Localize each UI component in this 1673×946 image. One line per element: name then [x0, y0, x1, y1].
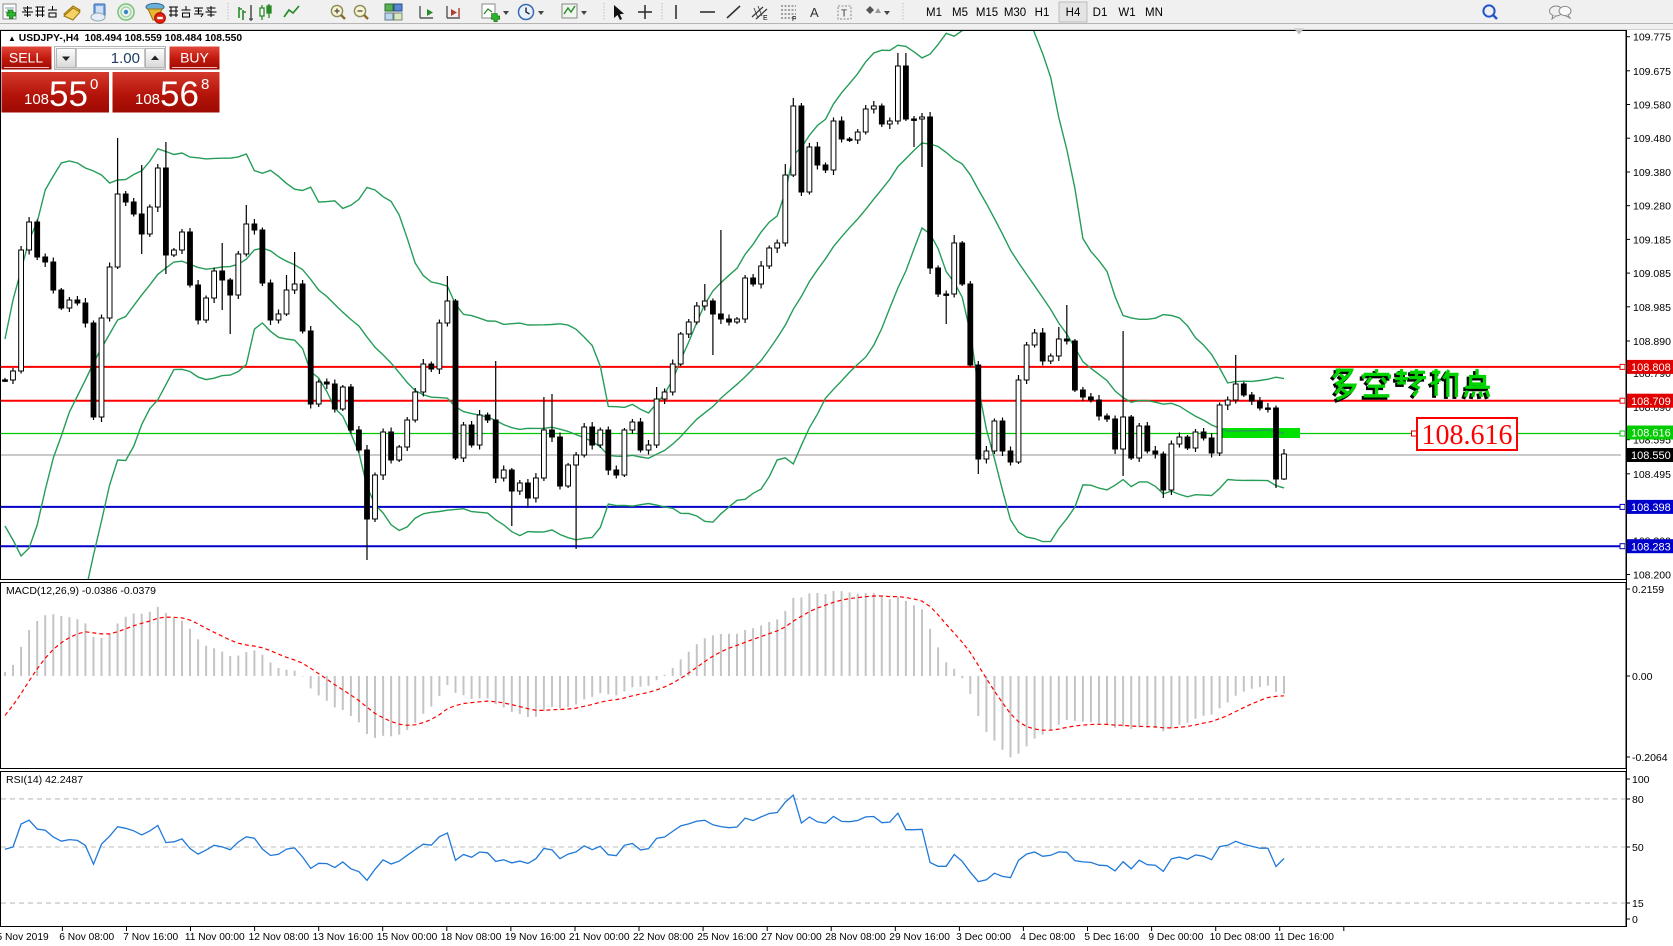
svg-text:5 Nov 2019: 5 Nov 2019 — [0, 932, 49, 943]
svg-text:108.495: 108.495 — [1633, 469, 1671, 481]
svg-text:D1: D1 — [1093, 7, 1108, 19]
svg-text:80: 80 — [1632, 794, 1644, 806]
svg-text:108: 108 — [24, 91, 49, 108]
svg-text:108.283: 108.283 — [1631, 541, 1671, 553]
svg-text:55: 55 — [49, 75, 88, 114]
svg-text:M15: M15 — [976, 7, 998, 19]
svg-text:13 Nov 16:00: 13 Nov 16:00 — [313, 932, 374, 943]
svg-text:29 Nov 16:00: 29 Nov 16:00 — [889, 932, 950, 943]
svg-text:108.890: 108.890 — [1633, 336, 1671, 348]
svg-text:15: 15 — [1632, 898, 1644, 910]
svg-text:108.550: 108.550 — [1631, 450, 1671, 462]
svg-text:108.398: 108.398 — [1631, 502, 1671, 514]
svg-text:8: 8 — [201, 76, 209, 93]
svg-text:109.775: 109.775 — [1633, 32, 1671, 44]
svg-text:0: 0 — [1632, 914, 1638, 926]
svg-text:108.985: 108.985 — [1633, 302, 1671, 314]
svg-text:19 Nov 16:00: 19 Nov 16:00 — [505, 932, 566, 943]
svg-text:A: A — [810, 5, 819, 20]
svg-text:M30: M30 — [1004, 7, 1026, 19]
svg-text:50: 50 — [1632, 842, 1644, 854]
svg-text:56: 56 — [160, 75, 199, 114]
svg-text:H4: H4 — [1066, 7, 1081, 19]
svg-text:0.00: 0.00 — [1632, 671, 1653, 683]
svg-text:MN: MN — [1145, 7, 1163, 19]
svg-text:11 Nov 00:00: 11 Nov 00:00 — [185, 932, 245, 943]
svg-text:10 Dec 08:00: 10 Dec 08:00 — [1210, 932, 1271, 943]
svg-text:F: F — [792, 16, 796, 23]
svg-text:108.616: 108.616 — [1631, 428, 1671, 440]
svg-text:SELL: SELL — [9, 50, 43, 66]
svg-text:18 Nov 08:00: 18 Nov 08:00 — [441, 932, 502, 943]
svg-text:12 Nov 08:00: 12 Nov 08:00 — [249, 932, 310, 943]
svg-text:1.00: 1.00 — [111, 50, 140, 67]
svg-text:T: T — [841, 9, 847, 20]
svg-text:E: E — [763, 15, 768, 22]
svg-text:109.280: 109.280 — [1633, 201, 1671, 213]
svg-text:109.380: 109.380 — [1633, 167, 1671, 179]
svg-text:25 Nov 16:00: 25 Nov 16:00 — [697, 932, 758, 943]
svg-text:0: 0 — [90, 76, 98, 93]
svg-text:109.675: 109.675 — [1633, 66, 1671, 78]
svg-text:108.200: 108.200 — [1633, 570, 1671, 582]
svg-text:W1: W1 — [1118, 7, 1135, 19]
svg-text:108: 108 — [135, 91, 160, 108]
svg-text:11 Dec 16:00: 11 Dec 16:00 — [1274, 932, 1334, 943]
svg-text:▲ USDJPY-,H4 108.494 108.559: ▲ USDJPY-,H4 108.494 108.559 108.484 108… — [8, 33, 242, 44]
svg-text:22 Nov 08:00: 22 Nov 08:00 — [633, 932, 694, 943]
svg-text:7 Nov 16:00: 7 Nov 16:00 — [123, 932, 178, 943]
svg-text:3 Dec 00:00: 3 Dec 00:00 — [956, 932, 1011, 943]
svg-text:M1: M1 — [926, 7, 942, 19]
svg-text:5 Dec 16:00: 5 Dec 16:00 — [1084, 932, 1139, 943]
svg-text:109.085: 109.085 — [1633, 268, 1671, 280]
svg-text:RSI(14) 42.2487: RSI(14) 42.2487 — [6, 774, 83, 786]
svg-text:109.480: 109.480 — [1633, 133, 1671, 145]
svg-text:21 Nov 00:00: 21 Nov 00:00 — [569, 932, 630, 943]
svg-text:108.808: 108.808 — [1631, 362, 1671, 374]
svg-text:M5: M5 — [952, 7, 968, 19]
svg-text:15 Nov 00:00: 15 Nov 00:00 — [377, 932, 438, 943]
svg-text:H1: H1 — [1035, 7, 1050, 19]
svg-text:BUY: BUY — [180, 50, 209, 66]
svg-text:108.709: 108.709 — [1631, 396, 1671, 408]
svg-text:MACD(12,26,9) -0.0386 -0.0379: MACD(12,26,9) -0.0386 -0.0379 — [6, 585, 156, 597]
svg-text:0.2159: 0.2159 — [1632, 584, 1664, 596]
svg-text:-0.2064: -0.2064 — [1632, 752, 1668, 764]
svg-text:108.616: 108.616 — [1422, 420, 1513, 451]
svg-text:27 Nov 00:00: 27 Nov 00:00 — [761, 932, 822, 943]
svg-text:109.580: 109.580 — [1633, 100, 1671, 112]
svg-text:100: 100 — [1632, 774, 1650, 786]
svg-text:28 Nov 08:00: 28 Nov 08:00 — [825, 932, 886, 943]
svg-text:6 Nov 08:00: 6 Nov 08:00 — [59, 932, 114, 943]
svg-text:9 Dec 00:00: 9 Dec 00:00 — [1148, 932, 1203, 943]
svg-text:4 Dec 08:00: 4 Dec 08:00 — [1020, 932, 1075, 943]
svg-text:109.185: 109.185 — [1633, 234, 1671, 246]
